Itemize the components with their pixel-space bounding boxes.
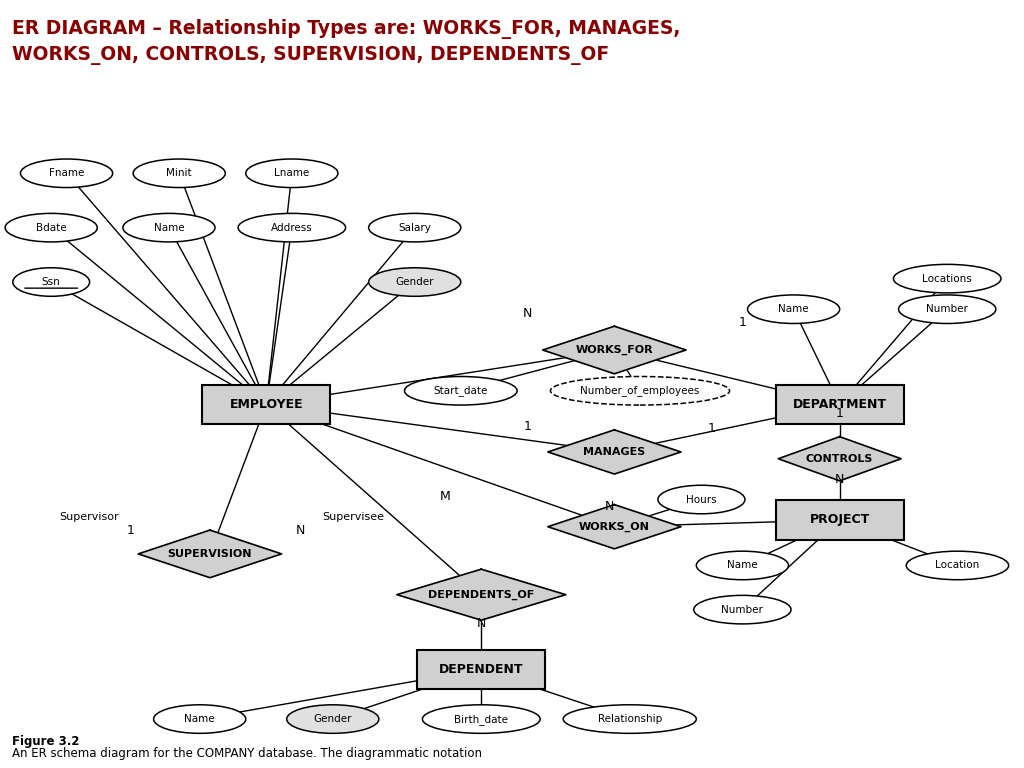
Text: N: N bbox=[476, 617, 486, 631]
Text: DEPENDENT: DEPENDENT bbox=[439, 663, 523, 676]
Ellipse shape bbox=[694, 595, 791, 624]
Text: PROJECT: PROJECT bbox=[810, 514, 869, 526]
Text: Name: Name bbox=[778, 304, 809, 314]
Ellipse shape bbox=[287, 705, 379, 733]
Text: N: N bbox=[604, 500, 614, 513]
Text: Locations: Locations bbox=[923, 273, 972, 283]
Text: Hours: Hours bbox=[686, 495, 717, 505]
Ellipse shape bbox=[696, 551, 788, 580]
Text: Relationship: Relationship bbox=[598, 714, 662, 724]
Ellipse shape bbox=[154, 705, 246, 733]
Text: Name: Name bbox=[154, 223, 184, 233]
Text: Number_of_employees: Number_of_employees bbox=[581, 386, 699, 396]
Ellipse shape bbox=[893, 264, 1001, 293]
Text: Address: Address bbox=[271, 223, 312, 233]
Text: N: N bbox=[835, 472, 845, 485]
Text: Start_date: Start_date bbox=[433, 386, 488, 396]
Ellipse shape bbox=[133, 159, 225, 187]
Text: WORKS_ON: WORKS_ON bbox=[579, 521, 650, 532]
Text: Location: Location bbox=[935, 561, 980, 571]
Text: Supervisee: Supervisee bbox=[323, 511, 384, 521]
FancyBboxPatch shape bbox=[776, 385, 903, 424]
Text: SUPERVISION: SUPERVISION bbox=[168, 549, 252, 559]
Text: Name: Name bbox=[727, 561, 758, 571]
Text: Name: Name bbox=[184, 714, 215, 724]
Text: Minit: Minit bbox=[166, 168, 193, 178]
Text: 1: 1 bbox=[738, 316, 746, 329]
Ellipse shape bbox=[748, 295, 840, 323]
Text: Gender: Gender bbox=[313, 714, 352, 724]
Text: Ssn: Ssn bbox=[42, 277, 60, 287]
Text: N: N bbox=[522, 307, 532, 320]
Ellipse shape bbox=[238, 214, 345, 242]
Text: 1: 1 bbox=[836, 407, 844, 419]
Text: Gender: Gender bbox=[395, 277, 434, 287]
Ellipse shape bbox=[563, 705, 696, 733]
FancyBboxPatch shape bbox=[203, 385, 330, 424]
Text: MANAGES: MANAGES bbox=[584, 447, 645, 457]
Text: Salary: Salary bbox=[398, 223, 431, 233]
Ellipse shape bbox=[551, 376, 729, 405]
Text: 1: 1 bbox=[127, 524, 135, 537]
Polygon shape bbox=[778, 437, 901, 481]
Ellipse shape bbox=[658, 485, 745, 514]
Ellipse shape bbox=[404, 376, 517, 405]
Text: Figure 3.2: Figure 3.2 bbox=[12, 735, 80, 747]
FancyBboxPatch shape bbox=[418, 650, 545, 689]
Polygon shape bbox=[548, 430, 681, 474]
FancyBboxPatch shape bbox=[776, 500, 903, 540]
Polygon shape bbox=[138, 530, 282, 578]
Polygon shape bbox=[396, 569, 565, 621]
Text: Fname: Fname bbox=[49, 168, 84, 178]
Text: WORKS_FOR: WORKS_FOR bbox=[575, 345, 653, 355]
Polygon shape bbox=[548, 505, 681, 549]
Ellipse shape bbox=[422, 705, 541, 733]
Ellipse shape bbox=[5, 214, 97, 242]
Text: M: M bbox=[440, 490, 451, 502]
Ellipse shape bbox=[899, 295, 996, 323]
Ellipse shape bbox=[246, 159, 338, 187]
Ellipse shape bbox=[369, 214, 461, 242]
Ellipse shape bbox=[906, 551, 1009, 580]
Text: Supervisor: Supervisor bbox=[59, 511, 119, 521]
Text: ER DIAGRAM – Relationship Types are: WORKS_FOR, MANAGES,
WORKS_ON, CONTROLS, SUP: ER DIAGRAM – Relationship Types are: WOR… bbox=[12, 19, 681, 65]
Text: 1: 1 bbox=[708, 422, 716, 435]
Polygon shape bbox=[543, 326, 686, 374]
Ellipse shape bbox=[123, 214, 215, 242]
Text: N: N bbox=[295, 524, 305, 537]
Text: EMPLOYEE: EMPLOYEE bbox=[229, 398, 303, 411]
Ellipse shape bbox=[13, 268, 90, 296]
Text: DEPARTMENT: DEPARTMENT bbox=[793, 398, 887, 411]
Text: Number: Number bbox=[927, 304, 968, 314]
Text: An ER schema diagram for the COMPANY database. The diagrammatic notation: An ER schema diagram for the COMPANY dat… bbox=[12, 746, 482, 760]
Text: CONTROLS: CONTROLS bbox=[806, 454, 873, 464]
Text: Bdate: Bdate bbox=[36, 223, 67, 233]
Text: 1: 1 bbox=[523, 420, 531, 433]
Text: Birth_date: Birth_date bbox=[455, 713, 508, 724]
Text: Number: Number bbox=[722, 604, 763, 614]
Text: Lname: Lname bbox=[274, 168, 309, 178]
Ellipse shape bbox=[369, 268, 461, 296]
Text: DEPENDENTS_OF: DEPENDENTS_OF bbox=[428, 590, 535, 600]
Ellipse shape bbox=[20, 159, 113, 187]
